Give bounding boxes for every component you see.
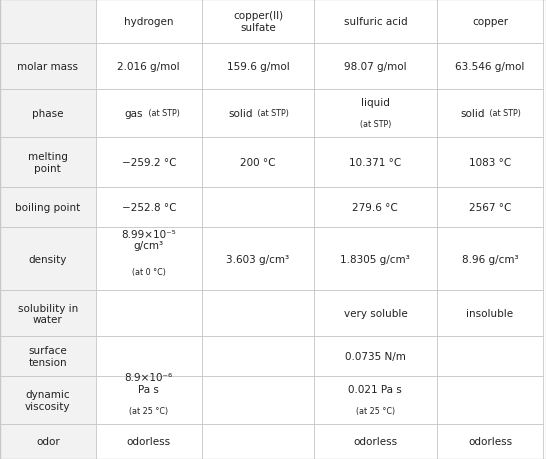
Bar bbox=[314, 90, 437, 138]
Text: boiling point: boiling point bbox=[15, 203, 80, 213]
Text: (at STP): (at STP) bbox=[146, 109, 180, 118]
Bar bbox=[437, 424, 543, 459]
Text: 2567 °C: 2567 °C bbox=[469, 203, 511, 213]
Bar bbox=[0, 188, 96, 227]
Bar bbox=[437, 138, 543, 188]
Bar bbox=[202, 138, 314, 188]
Text: 2.016 g/mol: 2.016 g/mol bbox=[117, 62, 180, 72]
Text: gas: gas bbox=[125, 109, 143, 118]
Bar bbox=[96, 188, 202, 227]
Bar bbox=[314, 336, 437, 376]
Text: sulfuric acid: sulfuric acid bbox=[343, 17, 407, 27]
Text: copper(II)
sulfate: copper(II) sulfate bbox=[233, 11, 283, 33]
Text: 98.07 g/mol: 98.07 g/mol bbox=[344, 62, 407, 72]
Bar bbox=[314, 138, 437, 188]
Bar bbox=[202, 291, 314, 336]
Bar bbox=[0, 376, 96, 424]
Bar bbox=[437, 336, 543, 376]
Text: melting
point: melting point bbox=[28, 152, 68, 174]
Text: (at STP): (at STP) bbox=[255, 109, 289, 118]
Bar bbox=[202, 424, 314, 459]
Bar bbox=[202, 44, 314, 90]
Text: dynamic
viscosity: dynamic viscosity bbox=[25, 389, 70, 411]
Bar bbox=[0, 291, 96, 336]
Bar bbox=[314, 44, 437, 90]
Bar bbox=[202, 188, 314, 227]
Text: insoluble: insoluble bbox=[466, 308, 514, 319]
Bar bbox=[314, 376, 437, 424]
Text: (at STP): (at STP) bbox=[360, 120, 391, 129]
Text: solubility in
water: solubility in water bbox=[17, 303, 78, 325]
Bar bbox=[96, 90, 202, 138]
Text: (at 25 °C): (at 25 °C) bbox=[129, 406, 168, 415]
Text: 8.99×10⁻⁵
g/cm³: 8.99×10⁻⁵ g/cm³ bbox=[121, 229, 176, 251]
Text: solid: solid bbox=[228, 109, 252, 118]
Text: 3.603 g/cm³: 3.603 g/cm³ bbox=[227, 254, 289, 264]
Bar bbox=[96, 291, 202, 336]
Bar bbox=[202, 90, 314, 138]
Text: 63.546 g/mol: 63.546 g/mol bbox=[455, 62, 525, 72]
Text: solid: solid bbox=[460, 109, 485, 118]
Bar bbox=[0, 44, 96, 90]
Bar bbox=[202, 227, 314, 291]
Bar bbox=[202, 336, 314, 376]
Text: very soluble: very soluble bbox=[343, 308, 407, 319]
Text: 8.9×10⁻⁶
Pa s: 8.9×10⁻⁶ Pa s bbox=[124, 372, 173, 394]
Text: −259.2 °C: −259.2 °C bbox=[122, 158, 176, 168]
Bar bbox=[437, 291, 543, 336]
Bar bbox=[437, 227, 543, 291]
Text: surface
tension: surface tension bbox=[28, 346, 67, 367]
Bar bbox=[96, 227, 202, 291]
Text: 279.6 °C: 279.6 °C bbox=[353, 203, 398, 213]
Bar bbox=[96, 376, 202, 424]
Text: liquid: liquid bbox=[361, 97, 390, 107]
Text: odorless: odorless bbox=[127, 437, 171, 447]
Text: (at 25 °C): (at 25 °C) bbox=[356, 406, 395, 415]
Bar bbox=[96, 336, 202, 376]
Bar bbox=[96, 0, 202, 44]
Text: phase: phase bbox=[32, 109, 63, 118]
Bar bbox=[437, 0, 543, 44]
Bar bbox=[96, 44, 202, 90]
Bar bbox=[0, 424, 96, 459]
Bar bbox=[314, 424, 437, 459]
Bar bbox=[437, 90, 543, 138]
Text: odorless: odorless bbox=[468, 437, 512, 447]
Text: 0.021 Pa s: 0.021 Pa s bbox=[348, 384, 402, 394]
Text: 8.96 g/cm³: 8.96 g/cm³ bbox=[462, 254, 518, 264]
Bar bbox=[314, 188, 437, 227]
Bar bbox=[0, 138, 96, 188]
Bar bbox=[437, 376, 543, 424]
Text: 200 °C: 200 °C bbox=[240, 158, 276, 168]
Bar bbox=[314, 291, 437, 336]
Bar bbox=[0, 227, 96, 291]
Bar bbox=[314, 227, 437, 291]
Bar bbox=[96, 138, 202, 188]
Bar bbox=[96, 424, 202, 459]
Text: 1.8305 g/cm³: 1.8305 g/cm³ bbox=[341, 254, 410, 264]
Text: density: density bbox=[28, 254, 67, 264]
Text: (at 0 °C): (at 0 °C) bbox=[132, 267, 166, 276]
Text: molar mass: molar mass bbox=[17, 62, 78, 72]
Bar bbox=[0, 0, 96, 44]
Text: odor: odor bbox=[36, 437, 60, 447]
Bar bbox=[202, 376, 314, 424]
Bar bbox=[437, 188, 543, 227]
Text: odorless: odorless bbox=[353, 437, 397, 447]
Text: copper: copper bbox=[472, 17, 508, 27]
Bar bbox=[0, 336, 96, 376]
Bar bbox=[0, 90, 96, 138]
Bar bbox=[314, 0, 437, 44]
Text: hydrogen: hydrogen bbox=[124, 17, 174, 27]
Text: 159.6 g/mol: 159.6 g/mol bbox=[227, 62, 289, 72]
Text: 0.0735 N/m: 0.0735 N/m bbox=[345, 351, 406, 361]
Text: 1083 °C: 1083 °C bbox=[469, 158, 511, 168]
Bar bbox=[202, 0, 314, 44]
Text: −252.8 °C: −252.8 °C bbox=[122, 203, 176, 213]
Text: (at STP): (at STP) bbox=[487, 109, 521, 118]
Text: 10.371 °C: 10.371 °C bbox=[349, 158, 401, 168]
Bar bbox=[437, 44, 543, 90]
